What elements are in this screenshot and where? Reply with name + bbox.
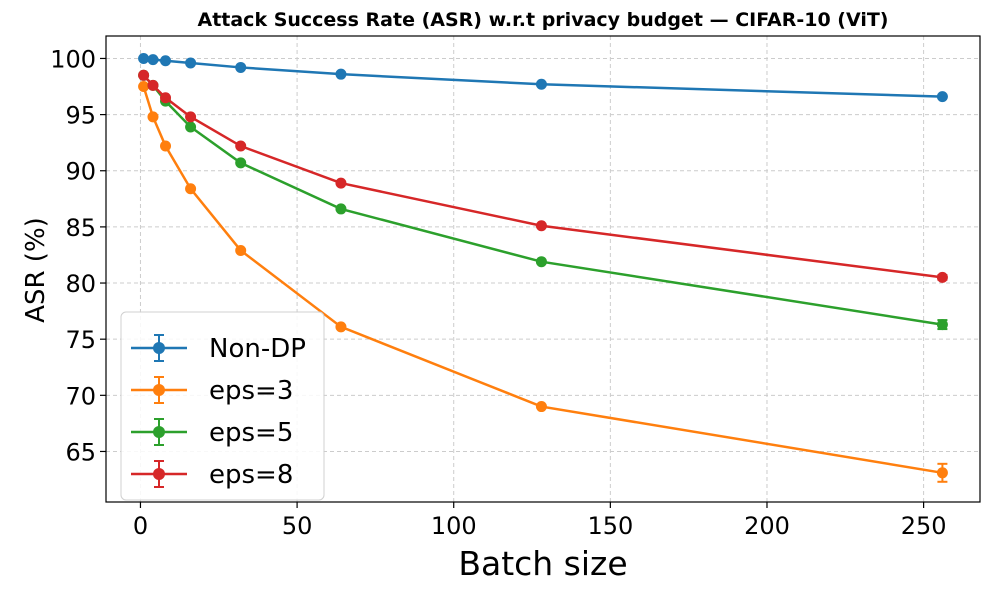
x-axis-label: Batch size xyxy=(458,544,627,583)
data-point xyxy=(147,54,159,66)
series-eps-8 xyxy=(138,69,948,283)
data-point xyxy=(147,111,159,123)
data-point xyxy=(335,177,347,189)
data-point xyxy=(936,271,948,283)
data-point xyxy=(535,220,547,232)
x-axis-ticks: 0 50 100 150 200 250 xyxy=(133,502,947,540)
x-tick-label: 100 xyxy=(431,512,477,540)
legend-item: eps=5 xyxy=(131,418,293,448)
y-tick-label: 80 xyxy=(65,270,96,298)
data-point xyxy=(160,55,172,67)
x-tick-label: 150 xyxy=(587,512,633,540)
data-point xyxy=(185,121,197,133)
legend-marker xyxy=(153,384,165,396)
legend-item: eps=8 xyxy=(131,460,293,490)
y-tick-label: 70 xyxy=(65,382,96,410)
x-tick-label: 250 xyxy=(901,512,947,540)
y-tick-label: 75 xyxy=(65,326,96,354)
y-tick-label: 85 xyxy=(65,214,96,242)
data-point xyxy=(160,92,172,104)
y-axis-label: ASR (%) xyxy=(21,217,51,323)
data-point xyxy=(936,91,948,103)
legend-box xyxy=(120,311,325,501)
y-tick-label: 90 xyxy=(65,158,96,186)
plot-area-frame xyxy=(105,35,981,503)
legend: Non-DP eps=3 eps=5 eps=8 xyxy=(120,311,325,501)
data-point xyxy=(235,61,247,73)
data-point xyxy=(535,256,547,268)
chart-title: Attack Success Rate (ASR) w.r.t privacy … xyxy=(197,9,888,31)
legend-label: Non-DP xyxy=(209,334,306,364)
data-point xyxy=(535,401,547,413)
data-point xyxy=(147,79,159,91)
legend-label: eps=8 xyxy=(209,460,293,490)
data-point xyxy=(335,203,347,215)
data-point xyxy=(535,78,547,90)
data-point xyxy=(138,52,150,64)
series-non-dp xyxy=(138,52,948,103)
data-point xyxy=(138,81,150,93)
y-axis-ticks: 65 70 75 80 85 90 95 100 xyxy=(50,45,106,466)
data-point xyxy=(936,319,948,331)
legend-label: eps=3 xyxy=(209,376,293,406)
x-tick-label: 200 xyxy=(744,512,790,540)
data-point xyxy=(185,111,197,123)
legend-item: eps=3 xyxy=(131,376,293,406)
data-point xyxy=(185,183,197,195)
data-point xyxy=(335,321,347,333)
legend-item: Non-DP xyxy=(131,334,306,364)
series-group xyxy=(138,52,948,483)
legend-marker xyxy=(153,426,165,438)
data-point xyxy=(235,140,247,152)
data-point xyxy=(235,157,247,169)
series-eps-3 xyxy=(138,81,948,483)
legend-marker xyxy=(153,468,165,480)
x-tick-label: 0 xyxy=(133,512,148,540)
data-point xyxy=(160,140,172,152)
data-point xyxy=(185,57,197,69)
grid-lines xyxy=(106,36,980,502)
y-tick-label: 95 xyxy=(65,102,96,130)
data-point xyxy=(138,69,150,81)
x-tick-label: 50 xyxy=(282,512,313,540)
legend-label: eps=5 xyxy=(209,418,293,448)
legend-marker xyxy=(153,342,165,354)
data-point xyxy=(335,68,347,80)
data-point xyxy=(235,244,247,256)
y-tick-label: 65 xyxy=(65,438,96,466)
data-point xyxy=(936,467,948,479)
y-tick-label: 100 xyxy=(50,45,96,73)
